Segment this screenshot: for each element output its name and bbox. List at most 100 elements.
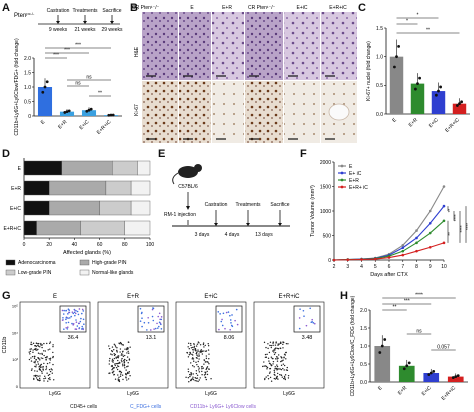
- g-dot-cd45: [193, 347, 195, 349]
- a-point: [89, 107, 93, 111]
- c-point: [395, 55, 398, 59]
- a-ytick-label: 0: [28, 114, 31, 120]
- g-dot-cd45: [29, 348, 31, 350]
- g-dot-cd45: [34, 345, 36, 347]
- g-dot-cd45: [207, 368, 210, 370]
- d-category-label: E+iC: [10, 206, 21, 212]
- timeline-time-3: 29 weeks: [101, 27, 123, 33]
- g-dot-cd45: [265, 365, 268, 368]
- g-plot-frame: [253, 301, 325, 389]
- panel-h: 0.0 0.5 1.0 1.5 2.0 E E+R E+iC E+R+iC CD11b+Ly6G+…: [350, 293, 468, 402]
- g-dot-cd45: [113, 366, 115, 369]
- f-sig-label: **: [447, 209, 452, 213]
- g-dot-gated: [141, 325, 143, 328]
- g-dot-cd45: [197, 350, 199, 353]
- g-dot-cd45: [198, 369, 200, 371]
- timeline-time-1: 9 weeks: [49, 27, 68, 33]
- g-dot-cd45: [114, 353, 117, 356]
- g-dot-cd45: [46, 357, 48, 359]
- g-dot-cd45: [282, 347, 284, 349]
- g-dot-cd45: [42, 366, 45, 368]
- g-dot-cd45: [276, 347, 278, 350]
- g-dot-cd45: [274, 344, 277, 346]
- g-dot-gated: [151, 308, 154, 311]
- g-dot-cd45: [196, 354, 198, 356]
- g-dot-cd45: [206, 366, 209, 368]
- g-dot-gated: [222, 312, 225, 315]
- panel-label-b: B: [130, 2, 138, 14]
- g-dot-cd45: [285, 358, 287, 360]
- g-dot-gated: [160, 316, 163, 318]
- g-dot-cd45: [52, 344, 54, 346]
- g-dot-cd45: [129, 346, 131, 348]
- g-dot-cd45: [286, 366, 288, 369]
- g-dot-cd45: [49, 378, 51, 381]
- a-bar: [81, 110, 97, 116]
- g-legend-label: CD45+ cells: [70, 404, 98, 410]
- g-dot-cd45: [35, 347, 37, 350]
- g-plot-title: E: [53, 294, 57, 300]
- g-dot-cd45: [283, 356, 285, 358]
- f-ytick-label: 0: [328, 258, 331, 264]
- f-sig-label: **: [447, 232, 452, 236]
- g-dot-cd45: [190, 347, 193, 349]
- g-dot-cd45: [29, 350, 32, 353]
- g-dot-cd45: [119, 348, 122, 350]
- h-xtick-label: E+R: [397, 385, 408, 396]
- d-xtick-label: 100: [146, 242, 155, 248]
- g-dot-cd45: [266, 353, 268, 356]
- timeline-arrows: [56, 15, 114, 24]
- g-dot-cd45: [204, 371, 206, 373]
- a-point: [63, 111, 67, 114]
- g-dot-cd45: [189, 351, 191, 354]
- a-xtick-label: E+R+iC: [96, 119, 113, 136]
- g-dot-gated: [152, 319, 155, 322]
- f-xtick-label: 7: [401, 264, 404, 270]
- g-dot-cd45: [262, 365, 264, 368]
- g-dot-cd45: [193, 349, 195, 351]
- g-dot-cd45: [48, 358, 51, 360]
- he-image-e: [179, 12, 211, 80]
- g-dot-gated: [83, 323, 85, 326]
- f-xtick-label: 8: [415, 264, 418, 270]
- g-dot-cd45: [208, 353, 210, 355]
- c-ytick-label: 0.0: [376, 112, 383, 118]
- g-dot-cd45: [125, 372, 127, 375]
- c-point: [435, 93, 438, 97]
- g-dot-cd45: [117, 374, 119, 376]
- f-legend-marker: [340, 164, 344, 168]
- g-dot-cd45: [128, 370, 130, 373]
- g-dot-cd45: [274, 349, 276, 351]
- g-dot-cd45: [197, 355, 199, 357]
- f-legend-marker: [340, 178, 344, 182]
- g-dot-cd45: [119, 370, 121, 372]
- histology-grid: CR Pten¹⁻/⁻ E E+R CR Pten¹⁻/⁻ E+iC E+R+i…: [132, 5, 357, 143]
- g-dot-cd45: [206, 373, 209, 376]
- g-dot-cd45: [49, 357, 52, 360]
- g-legend-label: CD11b+ Ly6G+ Ly6Clow cells: [190, 404, 256, 410]
- g-dot-cd45: [124, 367, 126, 369]
- g-dot-cd45: [207, 349, 210, 351]
- g-dot-cd45: [195, 370, 198, 372]
- g-dot-gated: [72, 324, 74, 326]
- g-dot-cd45: [279, 347, 281, 349]
- g-dot-cd45: [265, 346, 267, 349]
- g-dot-gated: [68, 311, 70, 314]
- he-image-eric: [321, 12, 357, 80]
- g-dot-cd45: [127, 362, 129, 364]
- h-ytick-label: 1.5: [360, 326, 367, 332]
- d-legend-label: Adenocarcinoma: [18, 260, 56, 266]
- g-dot-cd45: [40, 357, 42, 359]
- g-dot-cd45: [47, 374, 50, 377]
- g-dot-cd45: [32, 351, 34, 354]
- g-dot-cd45: [280, 364, 283, 367]
- d-category-label: E: [18, 166, 22, 172]
- g-dot-cd45: [43, 350, 45, 352]
- d-legend-swatch: [5, 259, 16, 266]
- g-dot-cd45: [203, 350, 205, 352]
- g-dot-cd45: [126, 371, 129, 374]
- g-dot-cd45: [195, 349, 197, 352]
- g-dot-cd45: [41, 370, 43, 373]
- g-dot-cd45: [205, 367, 208, 370]
- g-dot-cd45: [41, 344, 43, 346]
